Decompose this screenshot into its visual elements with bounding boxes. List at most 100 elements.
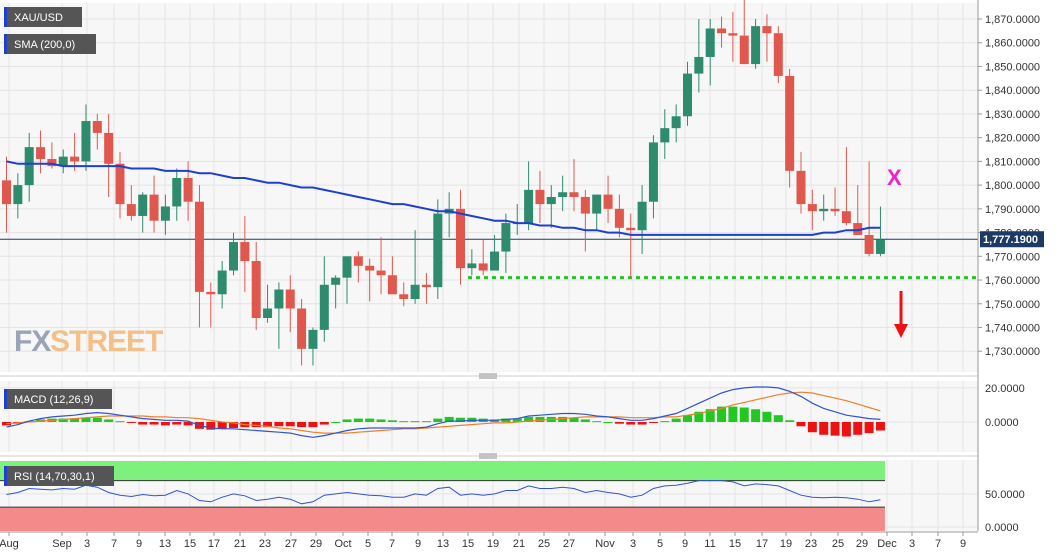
macd-histogram-bar — [660, 421, 670, 423]
candle-body — [717, 28, 727, 34]
candle-body — [807, 204, 817, 212]
macd-histogram-bar — [558, 416, 568, 422]
candle-body — [104, 132, 114, 164]
macd-histogram-bar — [376, 419, 386, 422]
x-tick-label: 27 — [563, 538, 575, 550]
candle-body — [319, 284, 329, 330]
macd-histogram-bar — [535, 416, 545, 422]
x-tick-label: 13 — [437, 538, 449, 550]
candle-body — [172, 177, 182, 207]
x-tick-label: 9 — [960, 538, 966, 550]
candle-body — [626, 227, 636, 231]
macd-pane[interactable] — [2, 386, 885, 438]
x-tick-label: 21 — [513, 538, 525, 550]
sma-badge-bg — [4, 34, 96, 54]
x-tick-label: 3 — [909, 538, 915, 550]
macd-histogram-bar — [762, 411, 772, 422]
x-tick-label: 21 — [234, 538, 246, 550]
macd-histogram-bar — [308, 422, 318, 428]
macd-badge: MACD (12,26,9) — [14, 394, 93, 406]
candle-body — [115, 163, 125, 205]
x-tick-label: 27 — [285, 538, 297, 550]
candle-body — [297, 308, 307, 349]
macd-histogram-bar — [524, 416, 534, 422]
x-tick-label: 9 — [136, 538, 142, 550]
macd-histogram-bar — [229, 422, 238, 428]
candle-body — [410, 284, 420, 300]
candle-body — [569, 192, 579, 197]
x-tick-label: 7 — [935, 538, 941, 550]
candle-body — [580, 196, 590, 214]
price-tick-label: 1,830.0000 — [985, 109, 1040, 121]
x-tick-label: 25 — [832, 538, 844, 550]
fxstreet-watermark: FX STREET — [14, 325, 164, 358]
rsi-badge: RSI (14,70,30,1) — [14, 471, 95, 483]
x-tick-label: 29 — [856, 538, 868, 550]
x-tick-label: Nov — [595, 538, 615, 550]
macd-histogram-bar — [58, 418, 68, 422]
x-tick-label: 19 — [487, 538, 499, 550]
candle-body — [206, 291, 216, 295]
candle-body — [126, 204, 136, 216]
macd-badge-accent — [4, 389, 7, 409]
candle-body — [308, 329, 318, 349]
rsi-pane[interactable] — [0, 461, 885, 531]
candle-body — [58, 156, 68, 167]
rsi-badge-accent — [4, 466, 7, 486]
macd-histogram-bar — [819, 422, 829, 435]
price-tick-label: 1,770.0000 — [985, 251, 1040, 263]
candle-body — [524, 189, 534, 224]
candle-body — [796, 170, 806, 205]
x-tick-label: 19 — [780, 538, 792, 550]
candle-body — [217, 270, 227, 295]
price-tick-label: 1,860.0000 — [985, 38, 1040, 50]
macd-histogram-bar — [864, 422, 874, 434]
candle-body — [331, 277, 341, 285]
macd-histogram-bar — [138, 422, 148, 425]
rsi-overbought-zone — [0, 461, 885, 481]
chart-background — [0, 3, 978, 531]
price-tick-label: 1,820.0000 — [985, 133, 1040, 145]
macd-histogram-bar — [70, 418, 80, 422]
macd-histogram-bar — [512, 418, 522, 422]
x-tick-label: 23 — [259, 538, 271, 550]
candle-body — [92, 121, 102, 133]
macd-histogram-bar — [263, 422, 273, 428]
candle-body — [830, 208, 840, 212]
candle-body — [751, 26, 761, 65]
macd-histogram-bar — [433, 418, 443, 422]
x-tick-label: 7 — [389, 538, 395, 550]
x-tick-label: 9 — [415, 538, 421, 550]
macd-histogram-bar — [2, 422, 11, 426]
indicator-badges: XAU/USD SMA (200,0) MACD (12,26,9) RSI (14,… — [4, 7, 114, 486]
rsi-oversold-zone — [0, 507, 885, 531]
x-tick-label: 15 — [462, 538, 474, 550]
candle-body — [365, 265, 375, 271]
x-mark: X — [887, 165, 902, 190]
macd-line — [6, 386, 881, 438]
macd-histogram-bar — [807, 422, 817, 433]
price-pane[interactable]: X — [0, 0, 978, 366]
x-tick-label: 3 — [630, 538, 636, 550]
x-tick-label: 17 — [208, 538, 220, 550]
macd-histogram-bar — [875, 422, 885, 431]
candle-body — [456, 208, 465, 269]
candle-body — [478, 263, 488, 271]
candle-body — [251, 261, 261, 318]
candle-body — [2, 180, 11, 205]
axes: 1,730.0000 1,740.0000 1,750.0000 1,760.0000… — [0, 0, 1044, 550]
macd-histogram-bar — [569, 417, 579, 422]
macd-histogram-bar — [115, 421, 125, 423]
price-tick-label: 1,840.0000 — [985, 85, 1040, 97]
candle-body — [785, 75, 795, 171]
macd-histogram-bar — [421, 421, 431, 423]
macd-histogram-bar — [297, 422, 307, 428]
macd-tick-label: 0.0000 — [985, 417, 1019, 429]
candle-body — [47, 159, 57, 167]
candle-body — [762, 26, 772, 34]
x-tick-label: 3 — [84, 538, 90, 550]
price-tick-label: 1,870.0000 — [985, 14, 1040, 26]
macd-histogram-bar — [251, 422, 261, 428]
macd-histogram-bar — [126, 422, 136, 423]
candle-body — [376, 270, 386, 276]
